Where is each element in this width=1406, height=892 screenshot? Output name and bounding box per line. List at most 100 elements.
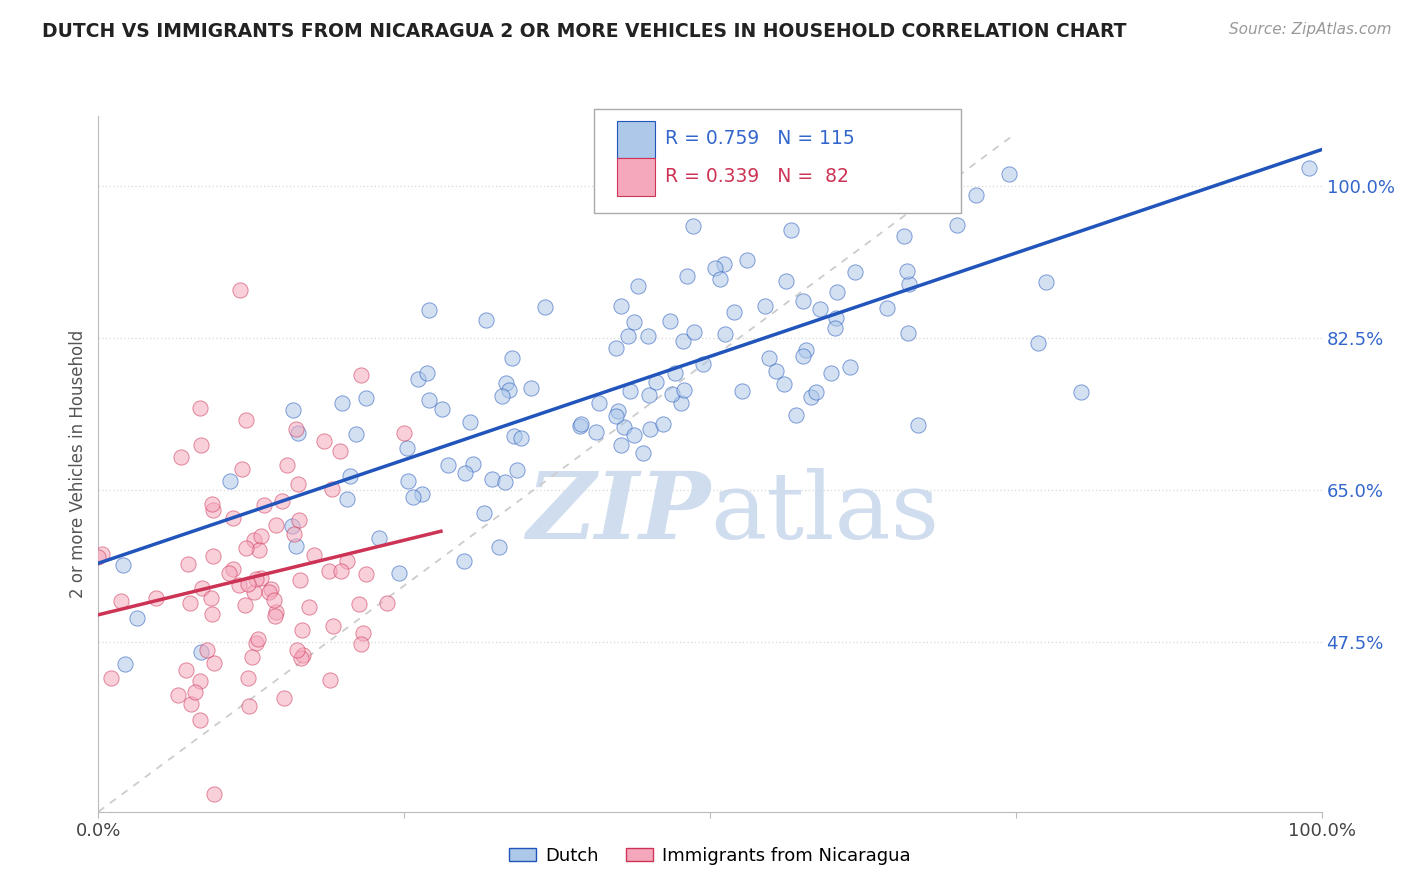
- Point: [281, 518, 304, 533]
- Text: R = 0.759   N = 115: R = 0.759 N = 115: [665, 129, 855, 148]
- Point: [243, 533, 266, 548]
- Point: [263, 592, 285, 607]
- Point: [780, 223, 803, 237]
- Point: [290, 650, 312, 665]
- Point: [354, 392, 377, 406]
- Point: [233, 598, 256, 612]
- Point: [184, 685, 207, 699]
- Point: [245, 572, 267, 586]
- Point: [302, 548, 325, 562]
- Point: [844, 265, 866, 279]
- Point: [488, 540, 510, 554]
- Point: [200, 591, 222, 605]
- Point: [190, 673, 212, 688]
- Point: [713, 257, 735, 271]
- Point: [623, 315, 645, 329]
- Point: [252, 498, 274, 512]
- Point: [247, 543, 270, 558]
- Point: [167, 689, 190, 703]
- Point: [114, 657, 136, 671]
- Point: [825, 310, 848, 325]
- Point: [202, 656, 225, 670]
- Point: [661, 387, 683, 401]
- Point: [288, 512, 311, 526]
- Point: [339, 468, 361, 483]
- Point: [257, 585, 280, 599]
- Point: [965, 187, 987, 202]
- Point: [318, 564, 340, 578]
- Point: [145, 591, 167, 605]
- Point: [276, 458, 298, 472]
- Point: [613, 420, 636, 434]
- Point: [288, 573, 311, 587]
- Point: [314, 434, 336, 448]
- Point: [418, 303, 440, 318]
- Point: [392, 425, 416, 440]
- Point: [610, 438, 633, 452]
- Point: [730, 384, 752, 399]
- Point: [188, 713, 211, 727]
- Point: [336, 492, 359, 507]
- Point: [506, 463, 529, 477]
- Point: [569, 417, 592, 431]
- Point: [1028, 336, 1050, 351]
- Point: [605, 409, 627, 424]
- Point: [125, 611, 148, 625]
- Y-axis label: 2 or more Vehicles in Household: 2 or more Vehicles in Household: [69, 330, 87, 598]
- FancyBboxPatch shape: [617, 159, 655, 196]
- Point: [758, 351, 780, 366]
- Point: [330, 396, 353, 410]
- Point: [238, 698, 260, 713]
- Point: [264, 517, 287, 532]
- Point: [416, 366, 439, 380]
- Point: [319, 673, 342, 688]
- Point: [329, 564, 352, 578]
- Point: [520, 381, 543, 395]
- Point: [344, 426, 367, 441]
- Point: [946, 218, 969, 232]
- Point: [713, 327, 735, 342]
- Point: [610, 299, 633, 313]
- Point: [454, 466, 477, 480]
- Point: [820, 366, 842, 380]
- Point: [605, 341, 627, 355]
- Point: [617, 329, 640, 343]
- Point: [238, 577, 260, 591]
- Text: atlas: atlas: [710, 467, 939, 558]
- Point: [627, 279, 650, 293]
- Point: [228, 283, 250, 297]
- Point: [453, 554, 475, 568]
- Point: [461, 457, 484, 471]
- Point: [235, 541, 257, 555]
- Point: [396, 475, 419, 489]
- Point: [682, 219, 704, 233]
- Point: [799, 390, 821, 404]
- Point: [876, 301, 898, 316]
- Point: [997, 167, 1019, 181]
- FancyBboxPatch shape: [593, 109, 960, 213]
- Point: [242, 585, 264, 599]
- Point: [498, 383, 520, 397]
- Point: [266, 605, 288, 619]
- Point: [676, 269, 699, 284]
- Point: [375, 596, 398, 610]
- Point: [703, 261, 725, 276]
- Point: [218, 566, 240, 581]
- Point: [1035, 275, 1057, 289]
- Point: [785, 408, 807, 422]
- Point: [273, 690, 295, 705]
- Point: [321, 482, 343, 496]
- Point: [619, 384, 641, 398]
- Point: [287, 426, 309, 441]
- Point: [754, 299, 776, 313]
- Point: [430, 401, 453, 416]
- Point: [824, 178, 846, 192]
- Point: [292, 648, 315, 662]
- Point: [644, 375, 666, 389]
- Point: [347, 597, 370, 611]
- Point: [285, 539, 308, 553]
- Point: [235, 413, 257, 427]
- Point: [287, 477, 309, 491]
- Point: [336, 554, 359, 568]
- Point: [637, 329, 659, 343]
